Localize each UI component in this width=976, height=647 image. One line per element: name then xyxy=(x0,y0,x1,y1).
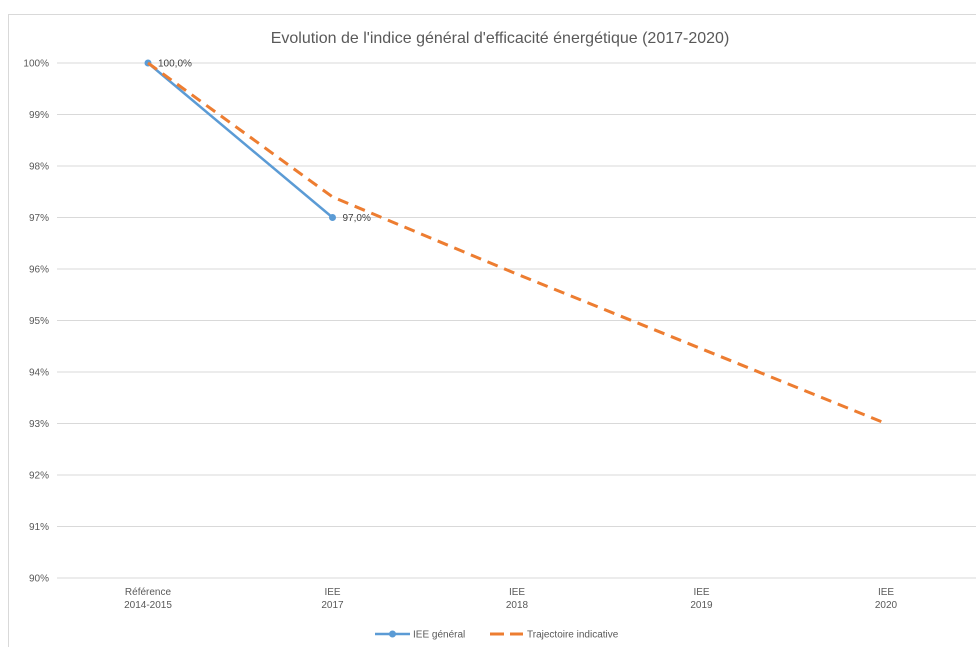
y-tick-label: 98% xyxy=(29,162,49,173)
x-tick-line: Référence xyxy=(125,587,172,598)
y-tick-label: 93% xyxy=(29,419,49,430)
y-tick-label: 96% xyxy=(29,265,49,276)
legend-label: Trajectoire indicative xyxy=(527,630,619,641)
legend-item[interactable]: IEE général xyxy=(375,630,465,641)
x-tick-line: 2019 xyxy=(690,600,713,611)
y-tick-label: 99% xyxy=(29,110,49,121)
y-tick-label: 91% xyxy=(29,522,49,533)
x-tick-line: 2018 xyxy=(506,600,529,611)
y-tick-label: 100% xyxy=(23,59,49,70)
data-point xyxy=(329,214,336,221)
legend-item[interactable]: Trajectoire indicative xyxy=(490,630,619,641)
x-tick-line: 2014-2015 xyxy=(124,600,172,611)
legend[interactable]: IEE général Trajectoire indicative xyxy=(375,630,619,641)
x-tick-line: 2020 xyxy=(875,600,898,611)
x-tick-label: Référence 2014-2015 xyxy=(124,587,172,611)
x-tick-label: IEE 2019 xyxy=(690,587,713,611)
y-tick-label: 95% xyxy=(29,316,49,327)
y-tick-label: 90% xyxy=(29,574,49,585)
x-tick-line: IEE xyxy=(693,587,709,598)
x-tick-line: IEE xyxy=(324,587,340,598)
series-line-1 xyxy=(147,61,887,425)
legend-marker xyxy=(389,630,396,638)
series-line-0 xyxy=(147,62,334,219)
x-tick-line: IEE xyxy=(509,587,525,598)
y-axis: 100% 99% 98% 97% 96% 95% 94% 93% 92% 91% 90% xyxy=(23,59,49,585)
x-tick-label: IEE 2018 xyxy=(506,587,529,611)
gridlines xyxy=(57,62,976,579)
chart-title: Evolution de l'indice général d'efficaci… xyxy=(271,30,730,47)
chart-frame xyxy=(8,14,976,647)
series-layer xyxy=(144,59,887,425)
data-labels: 100,0% 97,0% xyxy=(158,59,371,225)
y-tick-label: 92% xyxy=(29,471,49,482)
x-tick-line: 2017 xyxy=(321,600,344,611)
legend-label: IEE général xyxy=(413,630,465,641)
y-tick-label: 94% xyxy=(29,368,49,379)
y-tick-label: 97% xyxy=(29,213,49,224)
x-tick-line: IEE xyxy=(878,587,894,598)
data-label: 100,0% xyxy=(158,59,192,70)
data-label: 97,0% xyxy=(343,213,371,224)
x-tick-label: IEE 2017 xyxy=(321,587,344,611)
x-tick-label: IEE 2020 xyxy=(875,587,898,611)
